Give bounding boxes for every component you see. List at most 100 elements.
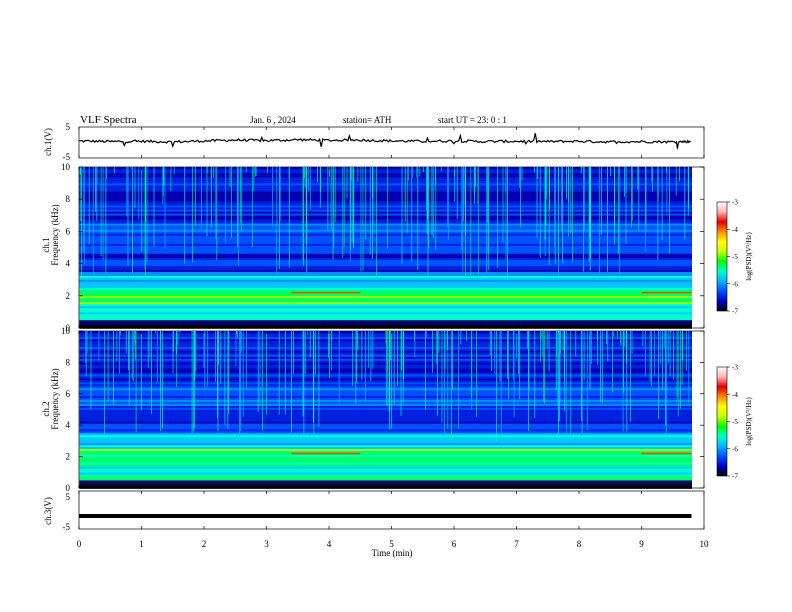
ch1-spectrogram-band: [79, 307, 692, 311]
ch2-spectrogram-band: [79, 456, 692, 459]
ch1-spectrogram-band: [79, 271, 692, 274]
ch2-spectrogram-channel-label: ch.2: [41, 401, 51, 416]
ch1-spectrogram-band: [79, 183, 692, 186]
ch2-spectrogram-ytick-label: 0: [66, 483, 71, 493]
ch1-spectrogram-band: [79, 193, 692, 196]
ch1-spectrogram-ytick-label: 0: [66, 323, 71, 333]
ch1-spectrogram-band: [79, 173, 692, 176]
ch1-spectrogram-band: [79, 243, 692, 246]
ch2-spectrogram-band: [79, 419, 692, 422]
ch2-spectrogram-band: [79, 435, 692, 438]
ch2-spectrogram-band: [79, 464, 692, 467]
ch2-spectrogram-band: [79, 438, 692, 442]
ch1-spectrogram-band: [79, 297, 692, 301]
ch1-spectrogram-band: [79, 255, 692, 258]
ch1-spectrogram-band: [79, 311, 692, 315]
ch1-spectrogram-band: [79, 285, 692, 289]
ch2-spectrogram-ytick-label: 4: [66, 420, 71, 430]
ch2-spectrogram-band: [79, 376, 692, 379]
ch1-spectrogram-band: [79, 299, 692, 303]
ch2-spectrogram-band: [79, 391, 692, 395]
ch2-spectrogram-band: [79, 437, 692, 440]
ch2-spectrogram-band: [79, 370, 692, 373]
ch2-spectrogram-ytick-label: 6: [66, 389, 71, 399]
ch1-colorbar-gradient: [716, 201, 728, 312]
ch2-spectrogram-band: [79, 368, 692, 371]
ch1-spectrogram-baseband: [79, 324, 692, 329]
ch2-spectrogram-band: [79, 427, 692, 430]
ch2-spectrogram-band: [79, 480, 692, 483]
ch1-spectrogram-panel: 10 8 6 4 2 0 ch.1 Frequency (kHz): [41, 162, 705, 333]
ch2-spectrogram-band: [79, 366, 692, 369]
ch1-colorbar-tick-label: -6: [732, 280, 738, 288]
ch1-spectrogram-band: [79, 189, 692, 192]
ch1-spectrogram-band: [79, 309, 692, 313]
ch2-colorbar-tick-label: -7: [732, 473, 738, 481]
ch1-spectrogram-band: [79, 317, 692, 321]
ch2-spectrogram-band: [79, 423, 692, 426]
ch3-waveform-panel: 5 -5 ch.3(V) 0 1 2 3 4 5 6 7 8 9 10 Time (min): [43, 127, 709, 558]
ch1-spectrogram-band: [79, 237, 692, 240]
ch1-spectrogram-band: [79, 293, 692, 297]
ch1-spectrogram-band: [79, 199, 692, 202]
x-tick-label: 9: [639, 539, 644, 549]
ch1-colorbar: -3 -4 -5 -6 -7 log(PSD)(V²/Hz): [716, 199, 753, 316]
ch1-spectrogram-band: [79, 259, 692, 262]
ch2-spectrogram-band: [79, 372, 692, 375]
ch2-spectrogram-band: [79, 387, 692, 391]
ch2-spectrogram-ytick-label: 10: [61, 326, 71, 336]
x-tick-label: 4: [327, 539, 332, 549]
ch1-spectrogram-band: [79, 277, 692, 281]
ch1-ytick-bottom: -5: [63, 152, 71, 162]
ch2-spectrogram-ylabel: Frequency (kHz): [50, 368, 60, 429]
x-tick-label: 8: [577, 539, 582, 549]
ch2-spectrogram-band: [79, 433, 692, 436]
ch2-spectrogram-band: [79, 380, 692, 383]
ch1-colorbar-tick-label: -5: [732, 253, 738, 261]
ch1-spectrogram-ytick-label: 2: [66, 291, 71, 301]
ch2-spectrogram-band: [79, 407, 692, 410]
ch1-spectrogram-band: [79, 315, 692, 319]
ch2-spectrogram-band: [79, 385, 692, 389]
ch2-spectrogram-band: [79, 452, 692, 455]
ch2-spectrogram-band: [79, 460, 692, 463]
ch1-spectrogram-ytick-label: 4: [66, 259, 71, 269]
ch2-spectrogram-band: [79, 399, 692, 402]
ch2-spectrogram-band: [79, 474, 692, 477]
ch1-spectrogram-band: [79, 267, 692, 270]
ch1-spectrogram-band: [79, 261, 692, 264]
ch2-spectrogram-band: [79, 431, 692, 434]
ch2-spectrogram-band: [79, 415, 692, 418]
ch2-spectrogram-band: [79, 393, 692, 397]
ch1-colorbar-tick-label: -7: [732, 308, 738, 316]
ch2-spectrogram-band: [79, 442, 692, 446]
ch1-spectrogram-band: [79, 177, 692, 180]
ch2-spectrogram-band: [79, 417, 692, 420]
ch1-spectrogram-band: [79, 265, 692, 268]
ch1-spectrogram-band: [79, 209, 692, 212]
ch1-spectrogram-band: [79, 263, 692, 266]
ch1-spectrogram-band: [79, 225, 692, 228]
ch2-spectrogram-band: [79, 448, 692, 452]
ch1-spectrogram-band: [79, 231, 692, 234]
ch1-spectrogram-ylabel: Frequency (kHz): [50, 204, 60, 265]
x-tick-label: 5: [389, 539, 394, 549]
ch2-spectrogram-band: [79, 354, 692, 357]
ch1-colorbar-tick-label: -3: [732, 199, 738, 207]
ch2-colorbar: -3 -4 -5 -6 -7 log(PSD)(V²/Hz): [716, 364, 753, 481]
ch2-spectrogram-band: [79, 409, 692, 412]
ch1-spectrogram-band: [79, 233, 692, 236]
ch3-ytick-top: 5: [66, 492, 71, 502]
ch2-spectrogram-band: [79, 472, 692, 475]
start-time-label: start UT = 23: 0 : 1: [438, 115, 507, 125]
ch1-spectrogram-band: [79, 287, 692, 291]
ch1-spectrogram-band: [79, 179, 692, 182]
ch2-spectrogram-panel: 10 8 6 4 2 0 ch.2 Frequency (kHz): [41, 326, 705, 493]
ch1-waveform-panel: 5 -5 ch.1(V): [43, 122, 705, 162]
ch1-spectrogram-band: [79, 215, 692, 218]
ch2-spectrogram-band: [79, 425, 692, 428]
ch1-spectrogram-band: [79, 319, 692, 323]
x-axis-label: Time (min): [372, 548, 413, 558]
ch2-spectrogram-band: [79, 403, 692, 406]
ch1-spectrogram-band: [79, 249, 692, 252]
